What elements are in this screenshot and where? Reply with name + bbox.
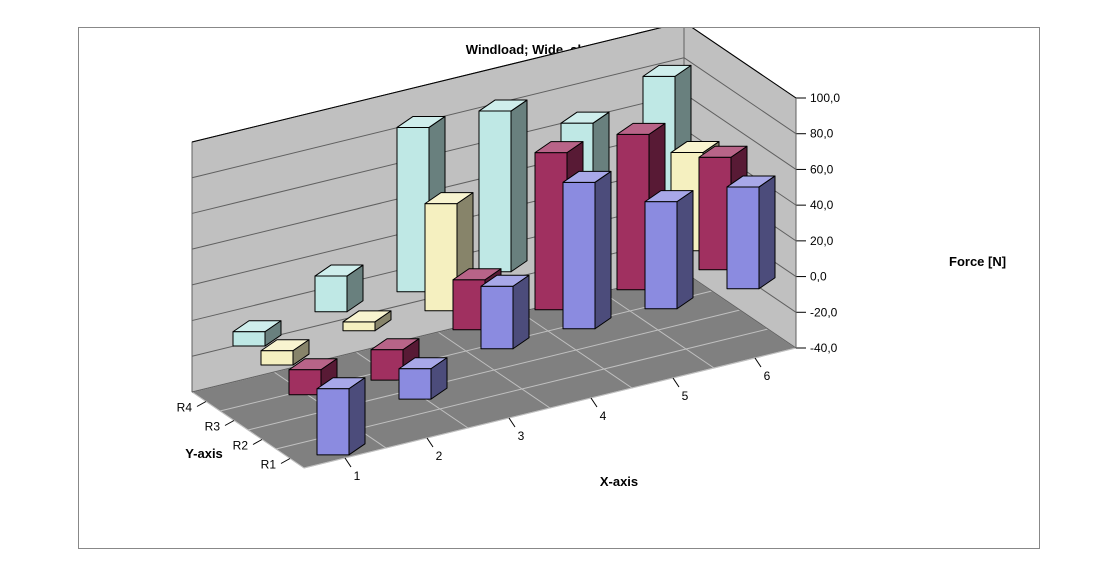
svg-text:Y-axis: Y-axis bbox=[185, 446, 223, 461]
svg-text:5: 5 bbox=[681, 389, 688, 403]
svg-text:Force [N]: Force [N] bbox=[949, 254, 1006, 269]
svg-text:0,0: 0,0 bbox=[810, 269, 827, 283]
chart-frame: Windload; Wide, short skibox. -40,0-20,0… bbox=[78, 27, 1040, 549]
svg-text:40,0: 40,0 bbox=[810, 198, 834, 212]
svg-text:60,0: 60,0 bbox=[810, 162, 834, 176]
svg-text:-20,0: -20,0 bbox=[810, 305, 838, 319]
svg-text:20,0: 20,0 bbox=[810, 233, 834, 247]
svg-text:R3: R3 bbox=[204, 419, 220, 433]
svg-text:R1: R1 bbox=[260, 457, 276, 471]
svg-text:6: 6 bbox=[763, 369, 770, 383]
svg-text:X-axis: X-axis bbox=[599, 474, 637, 489]
svg-text:2: 2 bbox=[435, 449, 442, 463]
svg-text:R4: R4 bbox=[176, 400, 192, 414]
svg-text:80,0: 80,0 bbox=[810, 126, 834, 140]
svg-text:100,0: 100,0 bbox=[810, 91, 840, 105]
svg-text:R2: R2 bbox=[232, 438, 248, 452]
svg-text:-40,0: -40,0 bbox=[810, 341, 838, 355]
svg-text:1: 1 bbox=[353, 469, 360, 483]
svg-text:4: 4 bbox=[599, 409, 606, 423]
chart-3d-svg: -40,0 -20,0 0,0 20,0 40,0 60,0 80,0 100,0 1 2 3 4 5 6… bbox=[79, 28, 1039, 548]
svg-text:3: 3 bbox=[517, 429, 524, 443]
